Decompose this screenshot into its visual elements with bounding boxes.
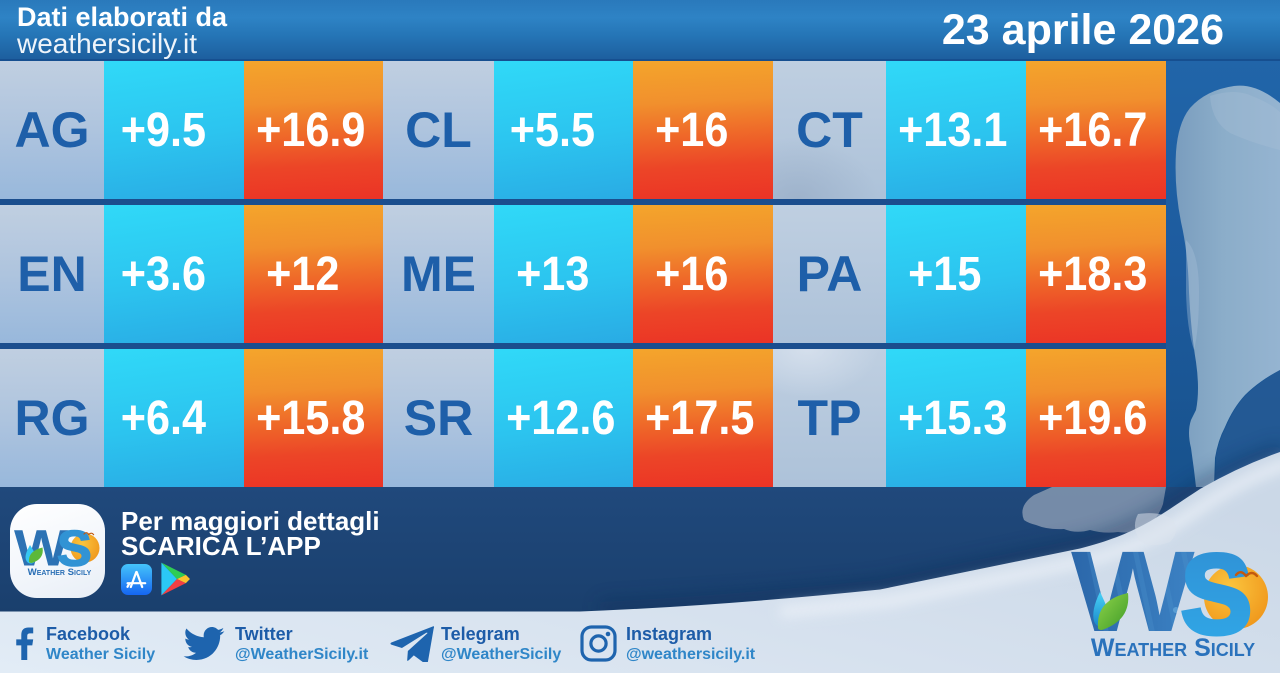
svg-text:S: S — [1181, 533, 1252, 658]
svg-text:Weather Sicily: Weather Sicily — [28, 567, 92, 578]
svg-text:Weather Sicily: Weather Sicily — [1091, 634, 1255, 662]
svg-text:S: S — [57, 520, 92, 576]
